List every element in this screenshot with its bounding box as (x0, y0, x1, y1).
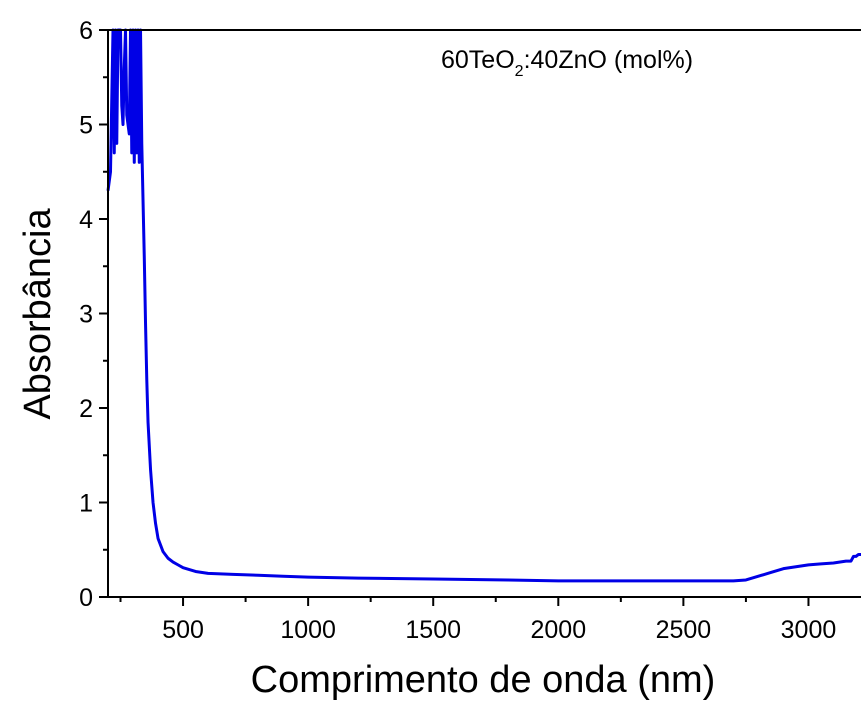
x-tick-label: 500 (162, 616, 204, 644)
x-tick-label: 1000 (280, 616, 336, 644)
annotation-rest: :40ZnO (mol%) (524, 46, 693, 74)
y-axis-title: Absorbância (17, 208, 59, 420)
x-tick-label: 1500 (405, 616, 461, 644)
y-tick-label: 6 (79, 17, 93, 45)
y-tick-label: 2 (79, 395, 93, 423)
axes: 500 1000 1500 2000 2500 3000 0 1 2 3 4 5 6 (79, 17, 861, 644)
x-tick-label: 2000 (530, 616, 586, 644)
x-tick-label: 3000 (781, 616, 837, 644)
x-tick-label: 2500 (656, 616, 712, 644)
series-line-0 (106, 28, 861, 583)
x-axis-title: Comprimento de onda (nm) (251, 659, 716, 701)
composition-annotation: 60TeO2:40ZnO (mol%) (441, 46, 693, 80)
y-tick-label: 1 (79, 490, 93, 518)
plot-area (106, 28, 861, 583)
y-tick-label: 4 (79, 206, 93, 234)
y-tick-label: 0 (79, 584, 93, 612)
y-tick-label: 3 (79, 301, 93, 329)
y-tick-label: 5 (79, 112, 93, 140)
annotation-main: 60TeO (441, 46, 515, 74)
annotation-subscript: 2 (515, 63, 524, 80)
